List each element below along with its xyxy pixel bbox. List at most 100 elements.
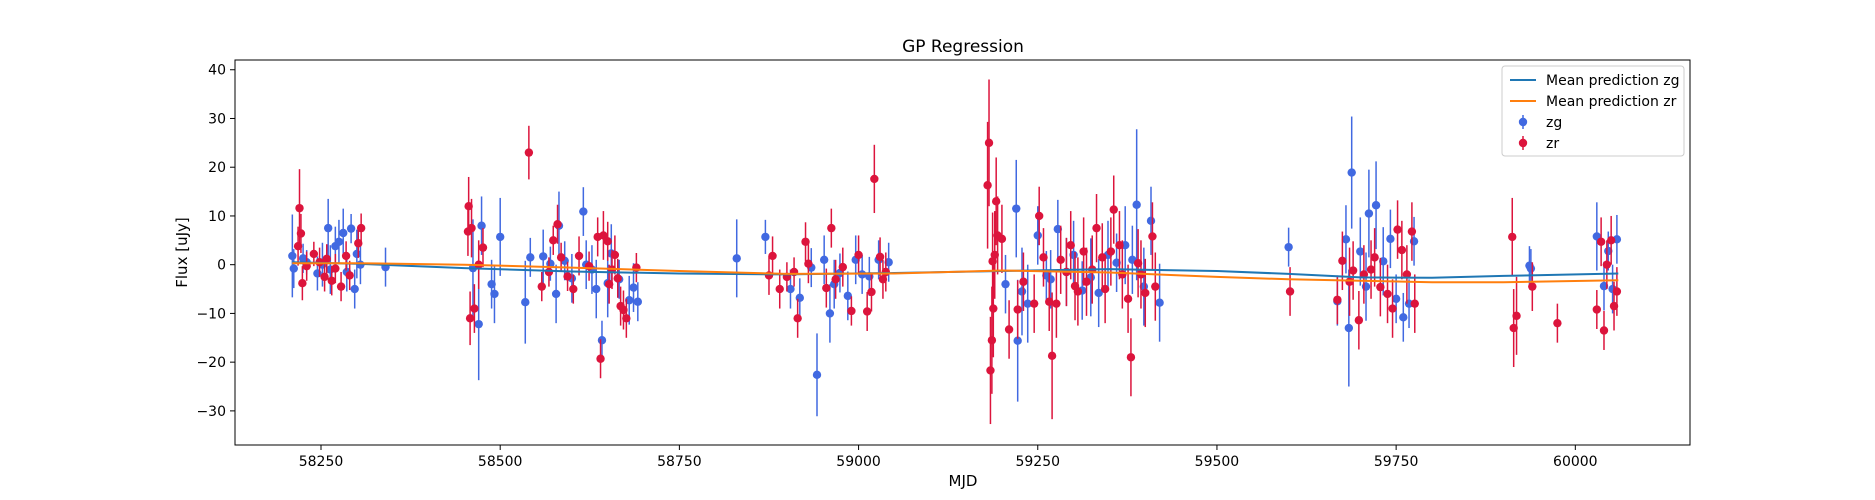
legend-label: Mean prediction zg <box>1546 73 1680 89</box>
zr-point <box>1512 311 1521 321</box>
zr-point <box>1073 287 1083 296</box>
zg-point <box>1132 200 1141 209</box>
zr-point <box>997 234 1007 244</box>
zg-point <box>477 221 486 230</box>
zg-point <box>334 237 344 246</box>
y-tick-label: −20 <box>196 355 226 371</box>
zr-point <box>1098 253 1107 262</box>
zr-point <box>574 251 584 261</box>
zr-point <box>356 223 366 233</box>
zr-point <box>804 259 813 268</box>
x-tick-label: 58750 <box>657 454 702 470</box>
legend-label: zr <box>1546 136 1559 152</box>
zr-point <box>1366 265 1376 274</box>
zr-point <box>1333 295 1342 304</box>
zr-point <box>354 239 363 248</box>
zr-point <box>987 336 997 345</box>
zr-point <box>1019 277 1028 286</box>
zg-point <box>551 289 561 299</box>
y-tick-label: 10 <box>208 209 226 225</box>
zr-point <box>1596 237 1606 246</box>
zg-point <box>1146 216 1156 226</box>
zr-point <box>875 252 885 262</box>
x-tick-label: 58500 <box>478 454 523 470</box>
zr-point <box>775 284 784 294</box>
zr-point <box>867 287 876 297</box>
zg-point <box>1364 209 1374 218</box>
zr-point <box>1066 240 1075 250</box>
zr-point <box>478 243 488 252</box>
zg-point <box>843 291 853 301</box>
zr-point <box>881 267 891 277</box>
zr-point <box>984 138 994 148</box>
zr-point <box>1115 240 1124 250</box>
zr-point <box>1151 282 1160 291</box>
zr-point <box>1393 225 1402 234</box>
zr-point <box>801 237 810 246</box>
y-tick-label: −10 <box>196 306 226 322</box>
zr-point <box>341 251 351 261</box>
zr-point <box>1285 287 1295 296</box>
zr-point <box>1004 325 1014 334</box>
zg-point <box>1391 294 1401 303</box>
zg-point <box>1344 323 1354 333</box>
zr-point <box>1553 318 1562 328</box>
zr-point <box>1109 205 1118 214</box>
zr-point <box>556 253 566 262</box>
zr-point <box>470 304 479 313</box>
zr-point <box>1039 253 1048 262</box>
zr-point <box>619 305 628 315</box>
y-tick-label: −30 <box>196 404 226 420</box>
zr-point <box>1100 284 1110 294</box>
zr-point <box>1141 288 1150 298</box>
zr-point <box>1133 259 1143 268</box>
x-tick-label: 58250 <box>299 454 344 470</box>
zg-point <box>597 336 607 345</box>
legend: Mean prediction zg Mean prediction zr zg zr <box>1501 65 1685 157</box>
x-tick-label: 59750 <box>1374 454 1419 470</box>
zg-point <box>1347 168 1356 177</box>
zg-point <box>313 269 322 278</box>
zr-point <box>1047 351 1057 361</box>
plot-area-frame <box>234 59 1691 446</box>
zr-point <box>569 284 578 294</box>
x-tick-label: 59500 <box>1195 454 1240 470</box>
zr-point <box>768 251 777 261</box>
zr-point <box>1612 287 1622 296</box>
zg-point <box>1599 281 1609 291</box>
legend-entry-mean-prediction-zg: Mean prediction zg <box>1510 73 1680 89</box>
zr-point <box>1092 223 1101 233</box>
zr-point <box>1370 253 1379 262</box>
zr-point <box>831 275 840 284</box>
x-tick-label: 59250 <box>1015 454 1060 470</box>
zr-point <box>295 203 304 213</box>
legend-entry-mean-prediction-zr: Mean prediction zr <box>1510 94 1677 110</box>
zg-point <box>289 264 298 273</box>
zr-point <box>878 275 888 284</box>
zg-point <box>1112 258 1121 267</box>
zg-point <box>339 228 348 238</box>
zg-point <box>495 232 505 242</box>
zr-point <box>793 314 802 323</box>
zr-point <box>1123 294 1133 303</box>
zg-point <box>1386 234 1395 244</box>
zr-point <box>870 174 879 184</box>
zr-point <box>345 271 354 280</box>
zg-point <box>1017 287 1027 296</box>
zr-point <box>1118 270 1127 279</box>
zg-point <box>1001 279 1010 289</box>
zr-point <box>1383 289 1392 299</box>
zr-point <box>596 354 605 363</box>
x-axis-label: MJD <box>949 472 978 490</box>
zg-point <box>474 319 483 329</box>
zr-point <box>983 181 992 190</box>
zg-point <box>633 297 643 306</box>
legend-entry-zg: zg <box>1518 115 1562 131</box>
zg-point <box>579 207 588 216</box>
zr-point <box>1034 211 1044 221</box>
zg-point <box>732 254 741 263</box>
zg-point <box>884 258 893 267</box>
zr-point <box>990 250 999 260</box>
zr-point <box>1602 260 1612 269</box>
x-tick-label: 60000 <box>1553 454 1598 470</box>
